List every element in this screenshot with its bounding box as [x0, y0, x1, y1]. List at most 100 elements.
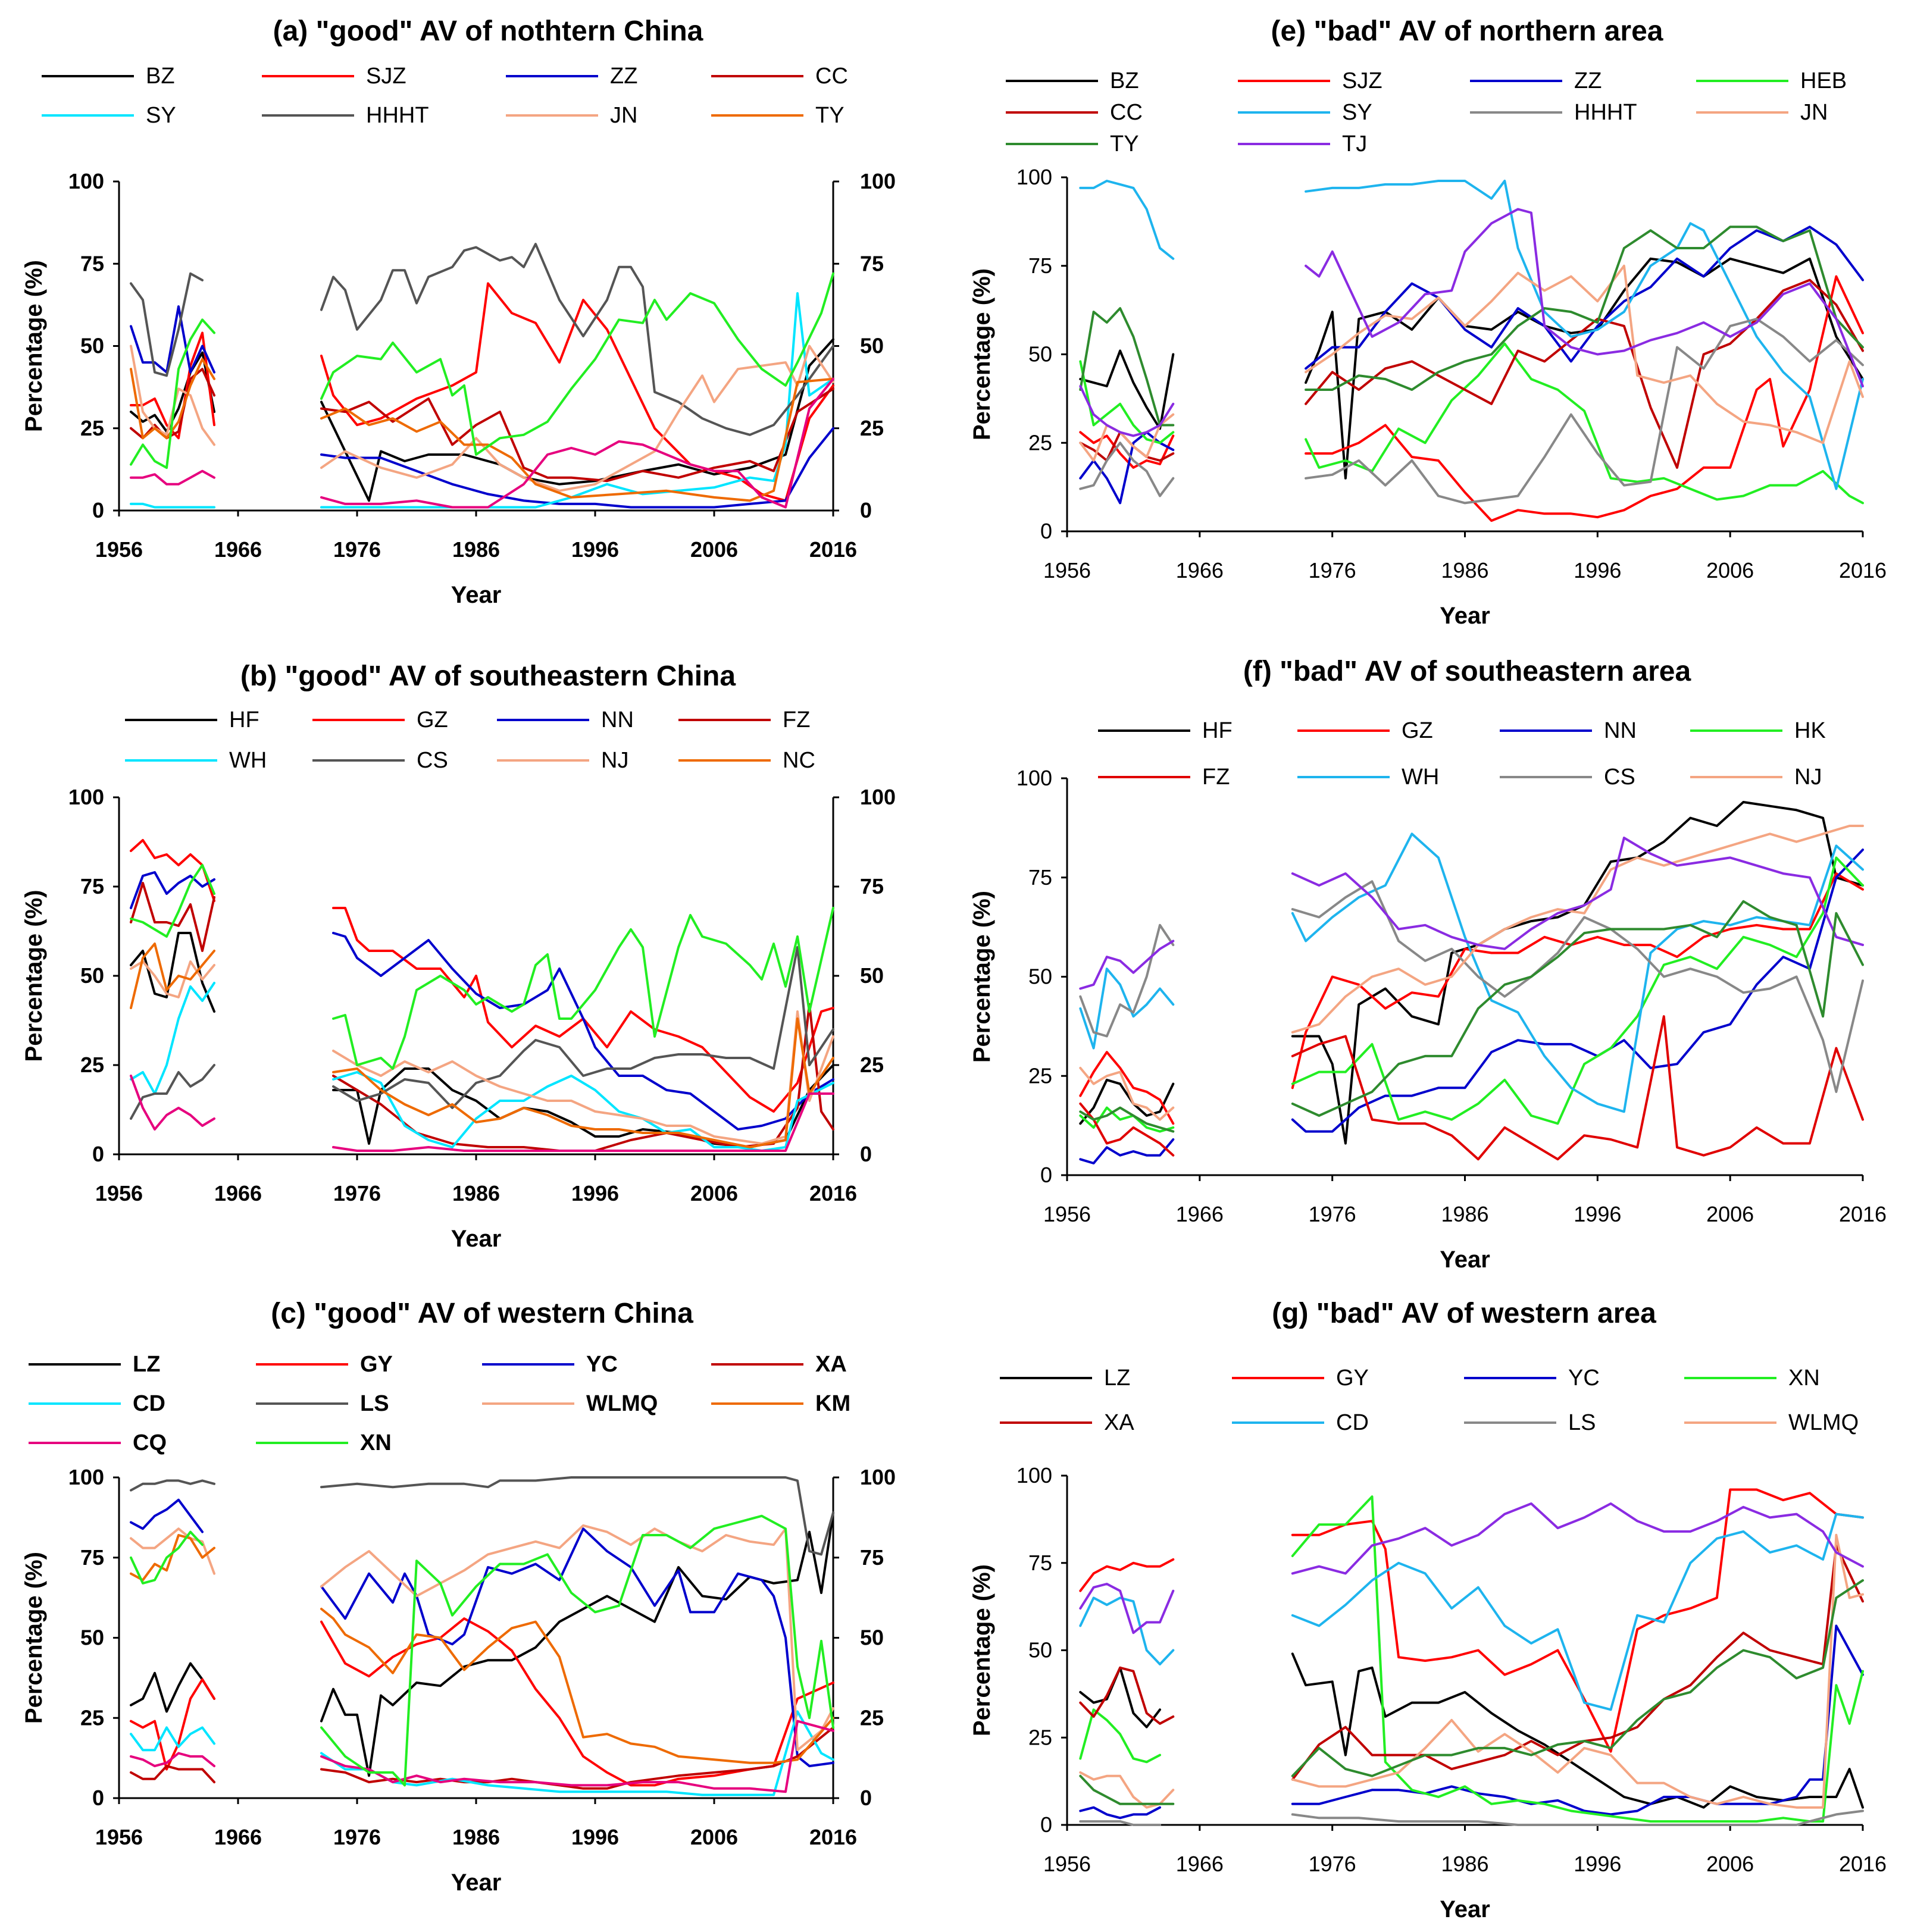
x-axis-label: Year [1440, 603, 1490, 629]
y-tick-label: 0 [92, 1142, 104, 1166]
series-purple [1079, 837, 1864, 990]
x-tick-label: 1996 [571, 537, 619, 562]
series-line [130, 882, 215, 952]
series-line [1291, 825, 1864, 1034]
series-line [130, 502, 215, 509]
y-tick-label: 75 [80, 251, 104, 275]
y-tick-label: 75 [80, 1545, 104, 1570]
legend-label: LZ [1104, 1366, 1130, 1391]
series-ty [130, 358, 834, 502]
y-tick-label-right: 25 [860, 1053, 884, 1077]
y-tick-label-right: 100 [860, 785, 896, 809]
series-tj [1079, 208, 1864, 437]
series-line [1079, 385, 1175, 437]
series-line [1079, 413, 1175, 462]
series-cs [130, 946, 834, 1120]
series-line [320, 1524, 834, 1752]
series-line [130, 318, 215, 469]
y-tick-label: 100 [1016, 766, 1052, 790]
series-line [320, 1720, 834, 1793]
series-gy [1079, 1488, 1864, 1753]
series-line [1079, 1106, 1175, 1133]
legend-label: HEB [1800, 68, 1847, 93]
series-line [1291, 1652, 1864, 1809]
series-line [1291, 848, 1864, 1133]
y-tick-label: 25 [1028, 1725, 1052, 1749]
y-tick-label-right: 50 [860, 963, 884, 988]
series-line [1079, 1051, 1175, 1125]
x-tick-label: 1986 [452, 1181, 500, 1205]
series-line [320, 1617, 834, 1787]
y-tick-label: 75 [1028, 253, 1052, 278]
legend-label: TY [1110, 131, 1139, 156]
chart-title: (a) "good" AV of nothtern China [273, 15, 703, 47]
series-line [320, 243, 834, 436]
legend-label: ZZ [1574, 68, 1602, 93]
x-tick-label: 1956 [95, 1825, 143, 1849]
x-tick-label: 2006 [1706, 558, 1754, 583]
series-line [320, 1476, 834, 1556]
legend-label: XN [1788, 1366, 1820, 1391]
x-tick-label: 1986 [452, 1825, 500, 1849]
x-tick-label: 1996 [571, 1825, 619, 1849]
x-tick-label: 1956 [95, 537, 143, 562]
series-line [130, 839, 215, 902]
x-tick-label: 1956 [95, 1181, 143, 1205]
series-line [332, 907, 834, 1070]
series-line [130, 272, 204, 377]
series-sjz [130, 282, 834, 502]
x-tick-label: 1956 [1043, 1202, 1091, 1226]
legend-label: YC [1568, 1366, 1600, 1391]
chart-panel-c: (c) "good" AV of western China LZ GY YC XA CD… [21, 1298, 896, 1896]
series-line [1079, 307, 1175, 427]
x-tick-label: 2006 [690, 1825, 738, 1849]
series-line [130, 469, 215, 486]
legend-label: GZ [1402, 718, 1433, 743]
series-line [1291, 1502, 1864, 1575]
y-axis-label: Percentage (%) [969, 891, 995, 1063]
x-tick-label: 1996 [571, 1181, 619, 1205]
series-line [1079, 441, 1175, 497]
series-line [1291, 1533, 1864, 1809]
x-tick-label: 1966 [214, 1181, 262, 1205]
series-line [332, 1092, 834, 1152]
series-line [130, 1479, 215, 1492]
y-tick-label: 75 [1028, 1551, 1052, 1575]
legend-label: JN [610, 103, 637, 128]
series-lz [130, 1511, 834, 1777]
series-line [1305, 318, 1864, 505]
x-tick-label: 2006 [1706, 1202, 1754, 1226]
x-tick-label: 1976 [1309, 1202, 1356, 1226]
x-tick-label: 1956 [1043, 1852, 1091, 1876]
x-axis-label: Year [1440, 1247, 1490, 1273]
chart-panel-a: (a) "good" AV of nothtern China BZ SJZ ZZ CC… [21, 15, 896, 608]
y-axis-label: Percentage (%) [969, 268, 995, 440]
series-line [1079, 1774, 1175, 1805]
series-green [130, 272, 834, 469]
series-line [130, 864, 215, 938]
x-tick-label: 1976 [333, 1825, 381, 1849]
series-line [320, 1511, 834, 1777]
series-line [130, 1752, 215, 1768]
y-tick-label: 50 [1028, 965, 1052, 989]
x-tick-label: 2016 [1839, 1852, 1887, 1876]
legend-label: HHHT [366, 103, 429, 128]
y-tick-label: 75 [80, 874, 104, 898]
y-tick-label: 100 [68, 1465, 104, 1489]
series-line [1305, 275, 1864, 522]
y-tick-label: 25 [80, 1705, 104, 1730]
legend-label: SJZ [1342, 68, 1382, 93]
legend-label: NJ [601, 748, 628, 773]
y-tick-label-right: 25 [860, 416, 884, 440]
chart-title: (c) "good" AV of western China [271, 1298, 693, 1329]
series-line [320, 1514, 834, 1787]
y-tick-label: 50 [80, 1626, 104, 1650]
series-line [130, 305, 215, 374]
series-line [1291, 1488, 1864, 1753]
legend-label: HF [1202, 718, 1233, 743]
y-tick-label: 25 [1028, 430, 1052, 455]
series-sy [130, 292, 834, 509]
y-tick-label: 50 [1028, 1638, 1052, 1662]
series-line [1291, 1015, 1864, 1161]
